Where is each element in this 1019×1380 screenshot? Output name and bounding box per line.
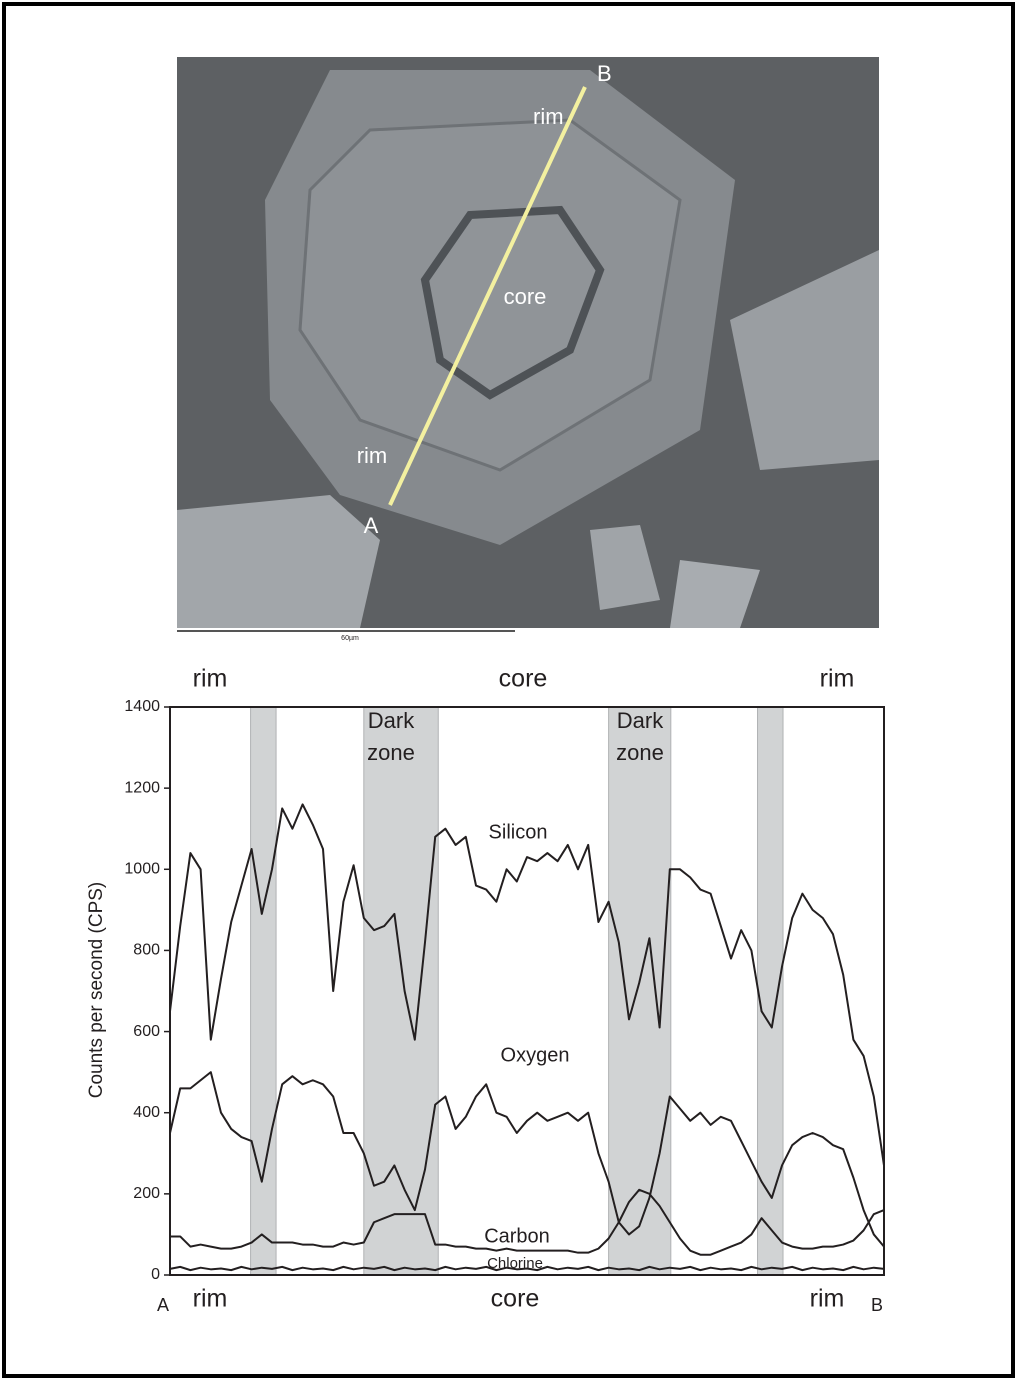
scale-bar-label: 60µm [341,635,359,642]
y-tick-label: 400 [133,1104,160,1121]
crystal-core [420,205,605,400]
bottom-label: rim [810,1285,845,1313]
y-tick-label: 800 [133,942,160,959]
image-label: rim [533,104,564,129]
series-line [170,1188,885,1256]
y-axis-label: Counts per second (CPS) [86,882,107,1099]
grain [177,495,380,628]
bottom-label: core [491,1285,540,1313]
micrograph: B rim core rim A 60µm [177,57,879,642]
series-label: Oxygen [501,1044,570,1066]
series-line [169,803,885,1166]
bottom-label: rim [193,1285,228,1313]
shaded-region [363,706,439,1276]
y-tick-label: 1000 [124,861,160,878]
annotation: Dark [368,708,415,733]
series-line [169,1071,885,1248]
profile-line [388,86,587,506]
image-label: A [364,513,379,538]
series-label: Chlorine [487,1255,543,1272]
series-label: Carbon [484,1225,550,1247]
top-label: core [499,665,548,693]
annotation: Dark [617,708,664,733]
y-tick-label: 200 [133,1185,160,1202]
series-line [169,1265,885,1272]
grain [730,250,879,470]
shaded-region [608,706,672,1276]
top-label: rim [193,665,228,693]
series-label: Silicon [489,821,548,843]
plot-frame [169,706,885,1276]
bottom-label: A [157,1295,169,1315]
y-tick-label: 600 [133,1023,160,1040]
top-label: rim [820,665,855,693]
annotation: zone [367,740,415,765]
bottom-label: B [871,1295,883,1315]
grain [590,525,660,610]
plot: Dark zone Dark zone 0 200 400 600 800 1000 1200 140… [124,698,885,1283]
y-tick-label: 0 [151,1266,160,1283]
annotation: zone [616,740,664,765]
y-tick-label: 1200 [124,779,160,796]
image-label: B [597,61,612,86]
shaded-region [250,706,277,1276]
y-tick-label: 1400 [124,698,160,715]
grain [670,560,760,628]
image-label: rim [357,443,388,468]
image-label: core [504,284,547,309]
shaded-region [757,706,784,1276]
